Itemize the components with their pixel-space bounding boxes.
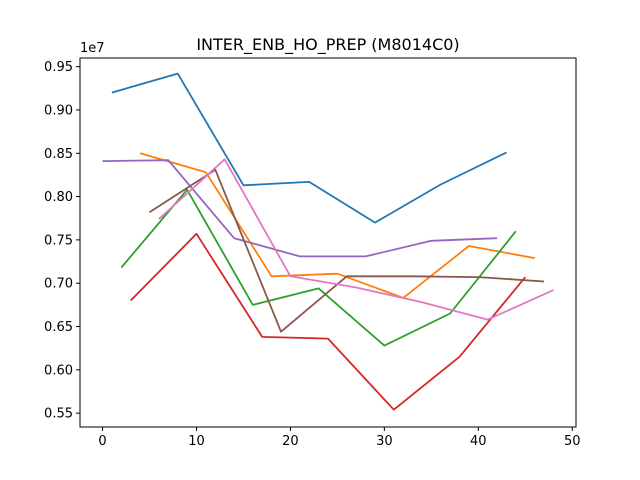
- x-axis-ticks: 0 10 20 30 40 50: [98, 427, 581, 449]
- x-tick-label: 40: [470, 434, 487, 449]
- x-tick-label: 10: [188, 434, 205, 449]
- x-tick-label: 30: [376, 434, 393, 449]
- x-tick-label: 20: [282, 434, 299, 449]
- chart-title: INTER_ENB_HO_PREP (M8014C0): [196, 35, 459, 55]
- y-tick-label: 0.65: [44, 320, 73, 335]
- y-tick-label: 0.75: [44, 233, 73, 248]
- series-line-2: [139, 152, 535, 299]
- y-axis-offset-label: 1e7: [80, 41, 105, 56]
- y-axis-ticks: 0.55 0.60 0.65 0.70 0.75 0.80 0.85 0.90 0.95: [44, 60, 80, 422]
- x-tick-label: 50: [564, 434, 581, 449]
- series-line-4: [130, 232, 526, 411]
- series-line-3: [120, 188, 517, 347]
- series-line-7: [158, 158, 554, 321]
- y-tick-label: 0.80: [44, 190, 73, 205]
- y-tick-label: 0.85: [44, 147, 73, 162]
- series-line-5: [102, 159, 498, 258]
- x-tick-label: 0: [98, 434, 106, 449]
- series-line-6: [149, 168, 545, 333]
- y-tick-label: 0.90: [44, 103, 73, 118]
- series-layer: [102, 72, 554, 411]
- y-tick-label: 0.70: [44, 277, 73, 292]
- series-line-1: [111, 72, 507, 224]
- y-tick-label: 0.60: [44, 363, 73, 378]
- y-tick-label: 0.55: [44, 407, 73, 422]
- plot-frame: [79, 57, 577, 428]
- y-tick-label: 0.95: [44, 60, 73, 75]
